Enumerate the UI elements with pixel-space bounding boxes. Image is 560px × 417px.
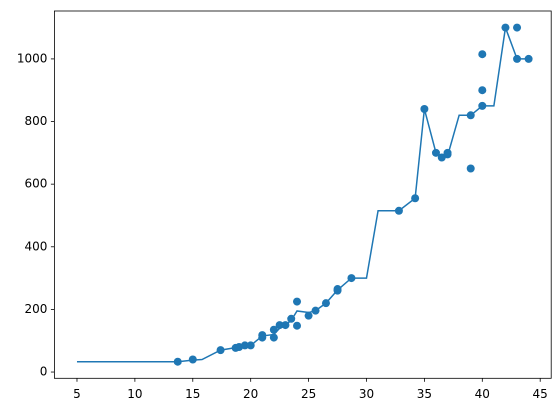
x-tick-label: 30 [359,387,374,401]
scatter-point [258,331,267,340]
x-tick-label: 15 [185,387,200,401]
y-tick-label: 800 [24,114,47,128]
scatter-point [216,346,225,355]
scatter-point [466,111,475,120]
scatter-point [173,357,182,366]
scatter-point [269,325,278,334]
scatter-point [321,299,330,308]
x-tick-label: 40 [475,387,490,401]
x-tick-label: 20 [243,387,258,401]
scatter-point [281,321,290,330]
y-tick-label: 0 [40,365,48,379]
scatter-point [443,148,452,157]
scatter-point [478,86,487,95]
scatter-point [478,101,487,110]
x-tick-label: 10 [127,387,142,401]
scatter-point [240,341,249,350]
y-tick-label: 1000 [17,51,48,65]
scatter-point [293,321,302,330]
scatter-point [513,23,522,32]
x-tick-label: 35 [417,387,432,401]
scatter-point [501,23,510,32]
scatter-point [420,105,429,114]
line [76,27,529,363]
scatter-point [411,194,420,203]
scatter-point [466,164,475,173]
scatter-point [394,206,403,215]
scatter-point [304,311,313,320]
scatter-point [246,341,255,350]
scatter-point [347,274,356,283]
scatter-point [333,285,342,294]
plot-frame [54,10,552,379]
y-tick-label: 200 [24,302,47,316]
scatter-point [275,321,284,330]
y-tick-label: 400 [24,239,47,253]
y-tick-label: 600 [24,177,47,191]
scatter-point [311,306,320,315]
scatter-point [287,314,296,323]
x-tick-label: 5 [73,387,81,401]
scatter-point [513,54,522,63]
scatter-point [293,297,302,306]
scatter-point [478,50,487,59]
scatter-point [269,333,278,342]
x-tick-label: 25 [301,387,316,401]
scatter-point [431,148,440,157]
scatter-point [524,54,533,63]
scatter-point [188,355,197,364]
x-tick-label: 45 [533,387,548,401]
